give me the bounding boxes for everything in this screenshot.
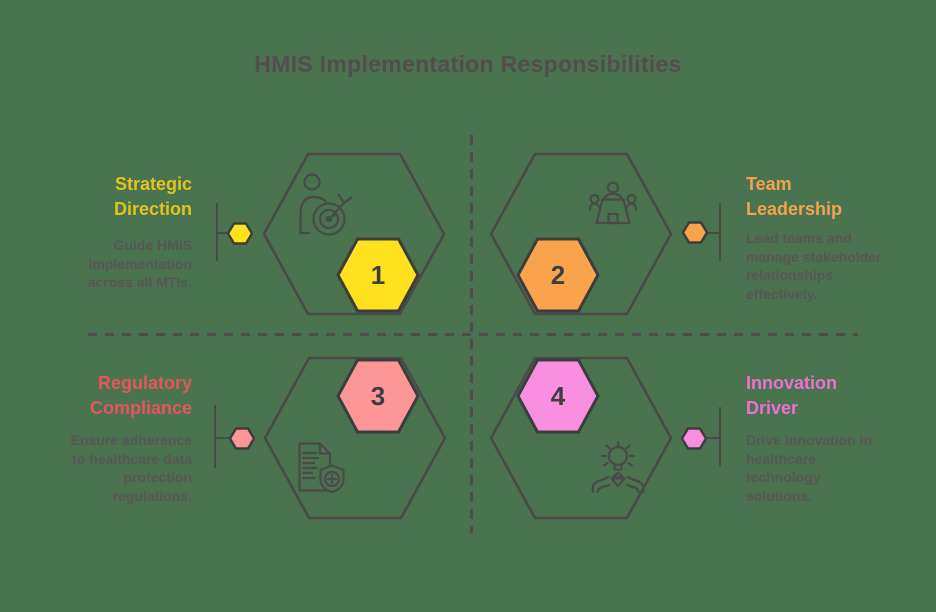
connector-tick bbox=[706, 232, 720, 234]
connector-line bbox=[214, 405, 216, 468]
number-label-4: 4 bbox=[550, 380, 566, 411]
number-label-3: 3 bbox=[370, 380, 386, 411]
heading-strategic-direction: Strategic Direction bbox=[113, 174, 192, 219]
description-strategic-direction: Guide HMIS implementation across all MTI… bbox=[87, 237, 192, 290]
team-meeting-icon bbox=[589, 181, 637, 225]
horizontal-divider bbox=[88, 333, 858, 336]
outline-hexagon-2 bbox=[489, 152, 673, 316]
bullet-hexagon-3 bbox=[229, 427, 255, 450]
bullet-hexagon-1 bbox=[227, 222, 253, 245]
number-hexagon-3 bbox=[336, 358, 420, 434]
connector-tick bbox=[215, 437, 230, 439]
outline-hexagon-1 bbox=[262, 152, 446, 316]
outline-hexagon-4 bbox=[489, 356, 673, 520]
number-hexagon-1 bbox=[336, 237, 420, 313]
connector-tick bbox=[705, 437, 720, 439]
person-target-icon bbox=[299, 173, 352, 236]
number-hexagon-4 bbox=[516, 358, 600, 434]
page-title: HMIS Implementation Responsibilities bbox=[254, 51, 682, 77]
heading-regulatory-compliance: Regulatory Compliance bbox=[89, 373, 192, 418]
description-regulatory-compliance: Ensure adherence to healthcare data prot… bbox=[70, 432, 192, 504]
document-shield-icon bbox=[298, 442, 345, 494]
connector-line bbox=[719, 407, 721, 467]
vertical-divider bbox=[470, 135, 473, 533]
outline-hexagon-3 bbox=[263, 356, 447, 520]
bullet-hexagon-4 bbox=[681, 427, 707, 450]
bullet-hexagon-2 bbox=[682, 221, 708, 244]
number-hexagon-2 bbox=[516, 237, 600, 313]
description-innovation-driver: Drive innovation in healthcare technolog… bbox=[746, 432, 873, 504]
heading-team-leadership: Team Leadership bbox=[746, 174, 843, 219]
heading-innovation-driver: Innovation Driver bbox=[746, 373, 837, 418]
description-team-leadership: Lead teams and manage stakeholder relati… bbox=[746, 230, 882, 302]
number-label-1: 1 bbox=[370, 259, 386, 290]
number-label-2: 2 bbox=[550, 259, 566, 290]
connector-tick bbox=[217, 232, 230, 234]
connector-line bbox=[719, 203, 721, 261]
lightbulb-hands-icon bbox=[591, 441, 645, 493]
